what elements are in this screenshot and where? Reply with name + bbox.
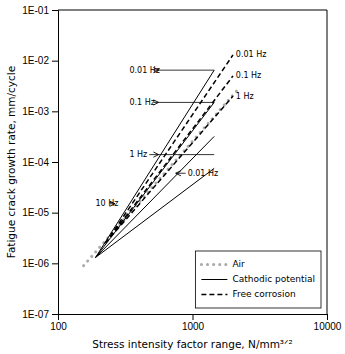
y-axis-tick-label: 1E-02	[22, 55, 49, 66]
annotation: 10 Hz	[95, 199, 118, 208]
y-axis-tick-mark	[52, 263, 58, 264]
legend-swatch	[201, 279, 227, 280]
series-line	[95, 70, 214, 257]
y-axis-tick: 1E-02	[22, 55, 58, 66]
legend-label: Air	[232, 259, 245, 269]
y-axis-tick-mark	[52, 111, 58, 112]
series-line	[105, 55, 233, 243]
annotation: 0.01 Hz	[188, 169, 219, 178]
plot-area: 1001000100001E-071E-061E-051E-041E-031E-…	[22, 5, 342, 332]
legend-label: Cathodic potential	[232, 274, 315, 284]
connector-line	[159, 154, 215, 155]
legend: Air Cathodic potential Free corrosion	[195, 251, 321, 308]
annotation: 0.1 Hz	[236, 71, 261, 80]
x-axis-tick-mark	[327, 314, 328, 320]
annotation-arrow	[110, 203, 115, 204]
annotation: 0.1 Hz	[129, 98, 154, 107]
y-axis-tick-label: 1E-01	[22, 5, 49, 16]
y-axis-tick-mark	[52, 61, 58, 62]
legend-swatch	[201, 294, 227, 296]
y-axis-tick: 1E-05	[22, 207, 58, 218]
y-axis-tick-label: 1E-03	[22, 106, 49, 117]
y-axis-line	[52, 11, 59, 315]
annotation-arrow	[149, 154, 158, 155]
x-axis-tick-label: 100	[50, 321, 67, 332]
y-axis-tick-label: 1E-05	[22, 207, 49, 218]
annotation: 0.01 Hz	[129, 66, 160, 75]
annotation-arrow	[154, 102, 159, 103]
annotation-arrow	[154, 70, 159, 71]
y-axis-tick-mark	[52, 162, 58, 163]
annotation-arrow	[176, 173, 186, 174]
y-axis-tick: 1E-01	[22, 5, 58, 16]
y-axis-tick: 1E-06	[22, 258, 58, 269]
y-axis-tick: 1E-07	[22, 309, 58, 320]
y-axis-tick: 1E-04	[22, 157, 58, 168]
y-axis-tick-label: 1E-04	[22, 157, 49, 168]
y-axis-tick: 1E-03	[22, 106, 58, 117]
legend-label: Free corrosion	[232, 289, 295, 299]
marks	[84, 55, 239, 266]
frame	[58, 10, 327, 11]
x-axis-tick: 10000	[314, 314, 342, 332]
legend-box	[195, 251, 321, 308]
y-axis-tick-label: 1E-06	[22, 258, 49, 269]
annotation: 1 Hz	[129, 150, 147, 159]
y-axis-tick-mark	[52, 10, 58, 11]
y-axis-title: Fatigue crack growth rate, mm/cycle	[5, 66, 17, 258]
y-axis-tick-mark	[52, 314, 58, 315]
connector-line	[159, 70, 215, 71]
annotations: 0.01 Hz 0.1 Hz 1 Hz 10 Hz 0.01 Hz 0.1 Hz 1 Hz 0…	[95, 50, 266, 208]
y-axis: 1E-07 1E-06 1E-05 1E-04 1E-03 1E-02 1E-01	[22, 5, 58, 320]
x-axis-tick-label: 1000	[182, 321, 205, 332]
connector-line	[159, 102, 215, 103]
x-axis-line	[59, 315, 328, 321]
x-axis: 100 1000 10000	[50, 314, 342, 332]
annotation: 1 Hz	[236, 92, 254, 101]
x-axis-tick: 1000	[182, 314, 205, 332]
frame	[327, 10, 328, 314]
legend-swatch	[201, 263, 227, 266]
x-axis-tick: 100	[50, 314, 67, 332]
x-axis-tick-mark	[193, 314, 194, 320]
y-axis-tick-mark	[52, 213, 58, 214]
annotation: 0.01 Hz	[236, 50, 267, 59]
x-axis-tick-label: 10000	[314, 321, 342, 332]
chart: 1001000100001E-071E-061E-051E-041E-031E-…	[0, 0, 345, 354]
y-axis-tick-label: 1E-07	[22, 309, 49, 320]
x-axis-title: Stress intensity factor range, N/mm³ᐟ²	[92, 338, 292, 350]
